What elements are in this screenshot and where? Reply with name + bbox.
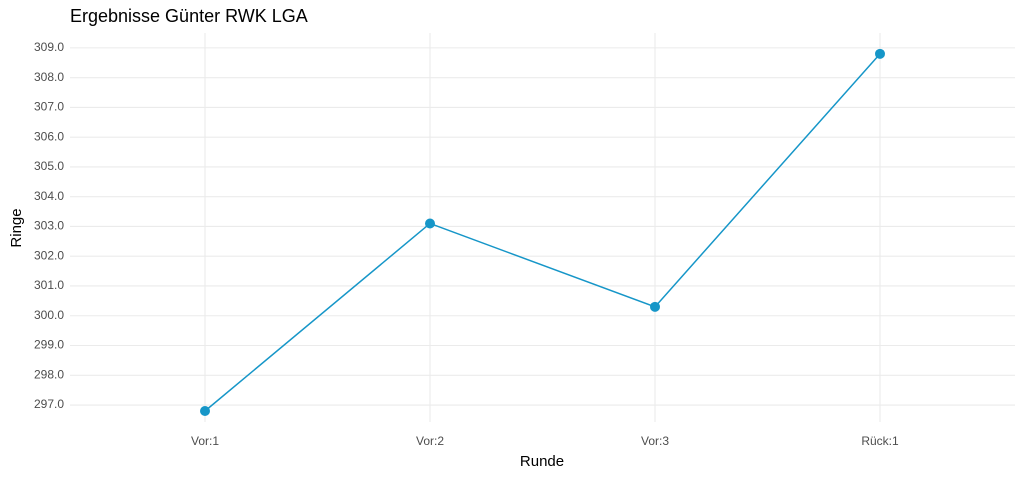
x-tick-label: Rück:1 bbox=[861, 434, 899, 448]
point bbox=[650, 301, 660, 312]
point bbox=[875, 48, 885, 59]
x-tick-label: Vor:2 bbox=[416, 434, 444, 448]
y-tick-label: 300.0 bbox=[34, 308, 64, 322]
point bbox=[425, 218, 435, 229]
x-axis-label: Runde bbox=[520, 453, 564, 470]
y-tick-label: 309.0 bbox=[34, 40, 64, 54]
y-axis-label: Ringe bbox=[8, 208, 25, 247]
y-tick-label: 299.0 bbox=[34, 338, 64, 352]
y-tick-label: 298.0 bbox=[34, 367, 64, 381]
y-tick-label: 305.0 bbox=[34, 159, 64, 173]
y-tick-label: 307.0 bbox=[34, 100, 64, 114]
chart-title: Ergebnisse Günter RWK LGA bbox=[70, 6, 308, 26]
x-tick-label: Vor:1 bbox=[191, 434, 219, 448]
y-tick-label: 303.0 bbox=[34, 219, 64, 233]
y-tick-label: 308.0 bbox=[34, 70, 64, 84]
line bbox=[204, 53, 881, 412]
x-tick-label: Vor:3 bbox=[641, 434, 669, 448]
point bbox=[200, 405, 210, 416]
y-tick-label: 297.0 bbox=[34, 397, 64, 411]
y-tick-label: 306.0 bbox=[34, 129, 64, 143]
y-tick-label: 304.0 bbox=[34, 189, 64, 203]
y-tick-label: 302.0 bbox=[34, 248, 64, 262]
y-tick-label: 301.0 bbox=[34, 278, 64, 292]
